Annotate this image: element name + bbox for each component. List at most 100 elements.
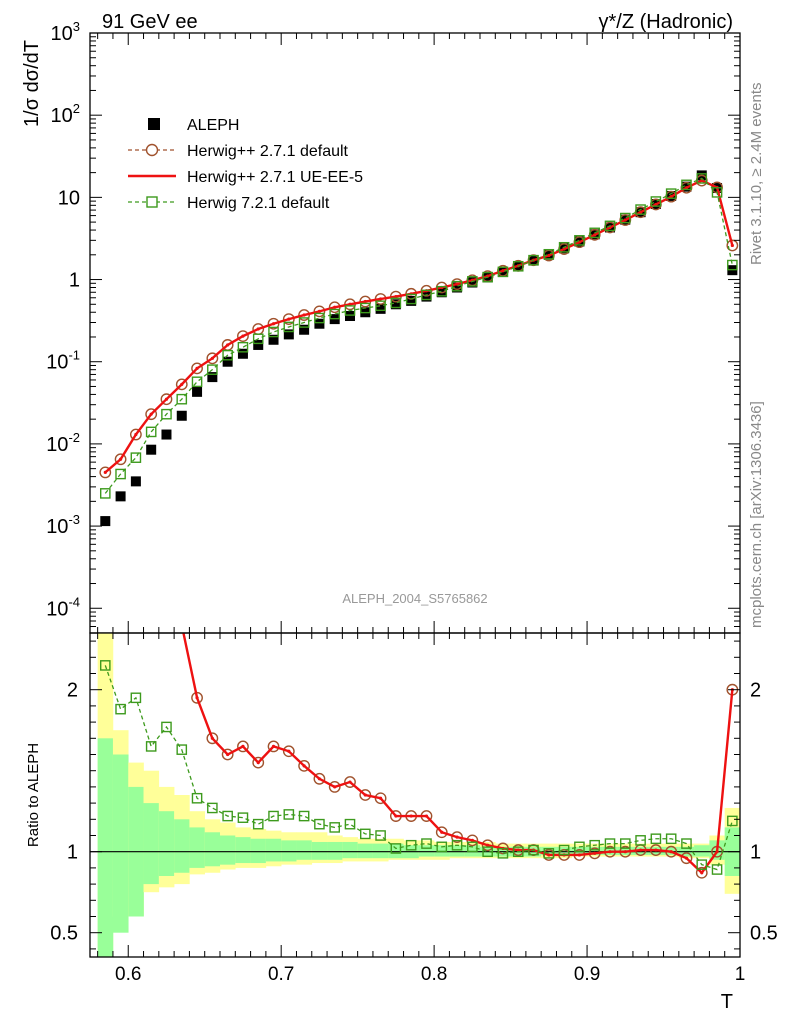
main-red-point: [638, 210, 643, 214]
main-brown-point: [282, 313, 295, 326]
ratio-green-point: [99, 660, 111, 671]
ratio-green-point: [604, 838, 616, 849]
ratio-green-point: [314, 818, 325, 830]
x-axis-label: T: [721, 991, 733, 1013]
aleph-data-point: [130, 476, 141, 487]
ratio-red-point: [455, 835, 459, 839]
ratio-red-point: [638, 848, 643, 852]
ratio-green-point: [421, 838, 432, 849]
ratio-red-point: [226, 752, 230, 757]
main-y-tick-label: 1: [69, 270, 80, 292]
ratio-series-group: [99, 380, 739, 879]
main-green-point: [298, 317, 310, 328]
ratio-y-tick-label-left: 2: [67, 680, 78, 702]
ratio-band-inner-bin: [158, 811, 175, 876]
ratio-y-tick-label-left: 0.5: [50, 923, 78, 945]
ratio-green-point: [375, 830, 386, 841]
ratio-green-point: [405, 839, 417, 851]
main-y-tick-label: 103: [51, 19, 80, 45]
legend-aleph-marker: [148, 118, 160, 130]
main-green-point: [543, 248, 555, 260]
ratio-red-point: [577, 853, 582, 857]
ratio-brown-point: [177, 620, 187, 630]
main-red-point: [455, 282, 459, 286]
main-red-point: [195, 366, 199, 370]
main-y-axis-label: 1/σ dσ/dT: [21, 40, 43, 127]
main-red-point: [226, 343, 230, 347]
main-brown-point: [99, 466, 112, 479]
ratio-red-point: [654, 848, 658, 852]
ratio-band-inner-bin: [449, 845, 466, 857]
ratio-green-point: [176, 744, 188, 755]
main-red-point: [501, 269, 505, 273]
aleph-data-point: [237, 348, 248, 359]
ratio-brown-point: [695, 866, 708, 879]
ratio-red-line: [182, 633, 734, 875]
main-red-point: [103, 470, 107, 474]
ratio-red-point: [150, 575, 153, 578]
ratio-brown-point: [161, 571, 171, 581]
ratio-red-point: [241, 744, 245, 749]
ratio-red-point: [700, 871, 704, 875]
ratio-green-point: [482, 846, 493, 857]
ratio-red-point: [195, 696, 199, 700]
main-y-tick-exponent: -2: [68, 430, 80, 445]
ratio-green-point: [145, 741, 157, 752]
ratio-red-point: [333, 785, 337, 789]
ratio-brown-point: [435, 826, 448, 839]
ratio-panel: 0.6 0.7 0.8 0.9 10.5 0.51 12 2: [50, 380, 778, 985]
main-green-point: [161, 408, 172, 420]
ratio-band-inner-bin: [327, 841, 343, 860]
aleph-data-point: [390, 299, 401, 310]
main-green-point: [421, 289, 432, 301]
ratio-y-axis-label: Ratio to ALEPH: [25, 743, 42, 847]
ratio-brown-point: [221, 748, 234, 761]
main-green-point: [482, 271, 493, 283]
aleph-data-point: [375, 303, 386, 314]
main-green-point: [650, 196, 662, 207]
aleph-data-point: [406, 295, 417, 306]
ratio-green-point: [283, 809, 295, 820]
ratio-y-tick-label-right: 2: [750, 680, 761, 702]
ratio-green-point: [558, 844, 570, 856]
ratio-green-point: [436, 841, 448, 853]
header-right-label: γ*/Z (Hadronic): [599, 11, 733, 33]
main-green-point: [696, 173, 708, 184]
main-y-tick-label: 10-3: [46, 512, 80, 538]
ratio-brown-point: [131, 409, 141, 419]
main-y-tick-exponent: 3: [73, 19, 80, 34]
main-red-line: [104, 179, 734, 474]
ratio-red-point: [104, 380, 107, 383]
main-brown-point: [145, 408, 158, 421]
main-green-line: [104, 177, 733, 494]
ratio-brown-point: [146, 571, 156, 581]
ratio-green-point: [191, 792, 203, 804]
ratio-green-point: [329, 822, 341, 833]
ratio-red-point: [348, 780, 352, 784]
ratio-band-inner-bin: [357, 843, 374, 859]
ratio-red-point: [256, 761, 260, 765]
aleph-data-point: [207, 372, 218, 383]
ratio-green-point: [268, 810, 279, 822]
main-red-point: [317, 309, 322, 313]
main-red-point: [241, 334, 245, 338]
ratio-band-inner-bin: [265, 838, 282, 862]
main-red-point: [654, 202, 658, 207]
main-red-point: [593, 233, 597, 237]
aleph-data-point: [452, 282, 463, 293]
ratio-band-inner-bin: [112, 754, 129, 933]
ratio-green-point: [681, 838, 692, 849]
main-red-point: [164, 397, 169, 401]
aleph-data-point: [283, 329, 294, 340]
ratio-band-inner-bin: [143, 803, 160, 885]
ratio-band-inner-bin: [220, 835, 236, 865]
main-green-point: [375, 300, 386, 312]
main-y-tick-exponent: -3: [68, 512, 80, 527]
legend-label: Herwig++ 2.7.1 UE-EE-5: [187, 169, 363, 186]
main-y-tick-exponent: -1: [68, 348, 80, 363]
ratio-green-point: [115, 703, 126, 715]
ratio-band-inner-bin: [189, 827, 206, 868]
ratio-green-point: [635, 835, 646, 846]
main-red-point: [180, 382, 184, 386]
